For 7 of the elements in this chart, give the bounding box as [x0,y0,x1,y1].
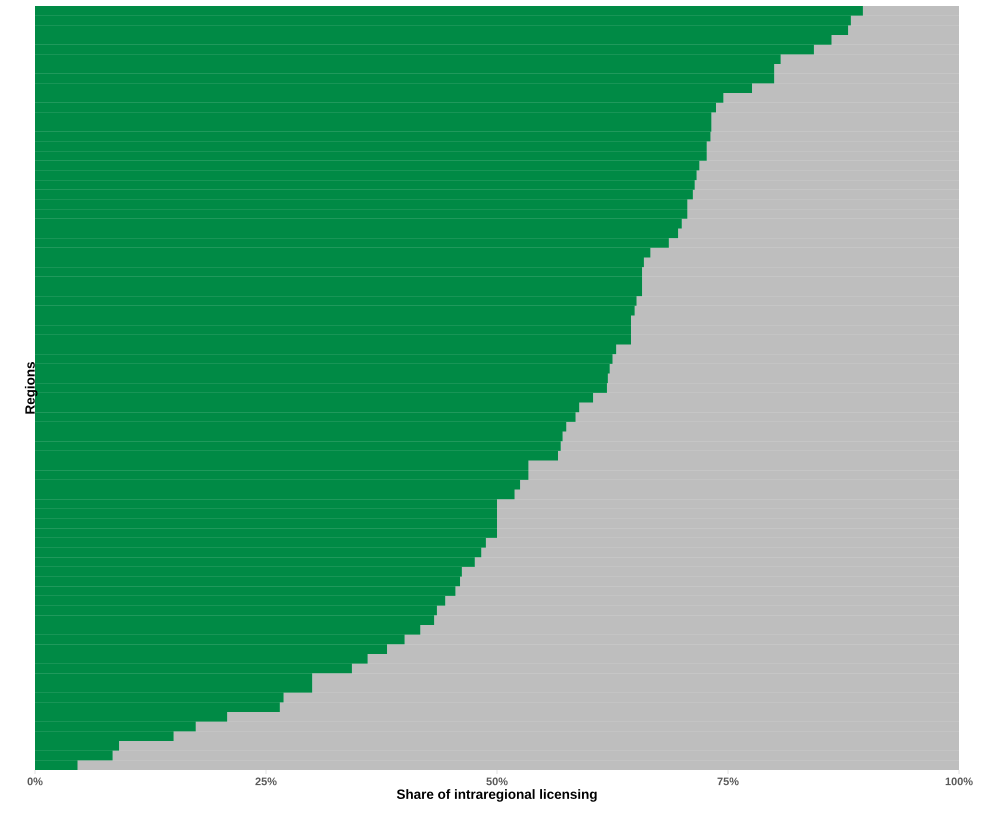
y-axis-title: Regions [24,362,38,414]
x-tick-label: 50% [486,778,508,786]
x-tick-label: 0% [28,778,43,786]
x-tick-label: 75% [718,778,739,786]
x-axis-title: Share of intraregional licensing [396,789,597,802]
x-tick-label: 25% [255,778,277,786]
x-tick-label: 100% [946,778,973,786]
